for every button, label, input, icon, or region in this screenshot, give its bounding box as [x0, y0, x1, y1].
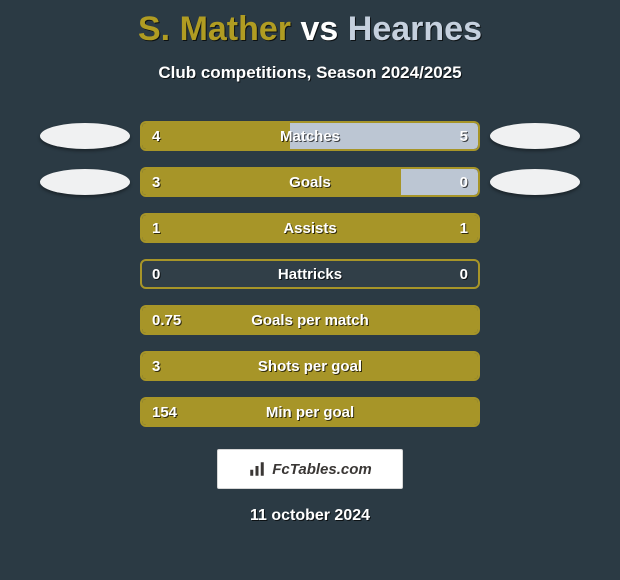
stat-row: 0.75 Goals per match — [0, 305, 620, 335]
stat-label: Goals per match — [251, 312, 369, 329]
stat-label: Assists — [283, 220, 336, 237]
stat-value-right: 5 — [460, 128, 468, 145]
right-badge-slot — [480, 123, 590, 149]
comparison-card: S. Mather vs Hearnes Club competitions, … — [0, 0, 620, 580]
stat-rows: 4 Matches 5 3 Goals 0 1 Assists 1 0 Hattricks 0 0.75… — [0, 121, 620, 427]
title-vs: vs — [301, 10, 339, 48]
stat-bar: 0 Hattricks 0 — [140, 259, 480, 289]
subtitle: Club competitions, Season 2024/2025 — [158, 63, 461, 83]
player2-name: Hearnes — [348, 10, 482, 48]
stat-row: 3 Goals 0 — [0, 167, 620, 197]
title: S. Mather vs Hearnes — [138, 10, 482, 49]
stat-row: 4 Matches 5 — [0, 121, 620, 151]
stat-label: Goals — [289, 174, 331, 191]
bar-chart-icon — [248, 460, 266, 478]
stat-bar: 154 Min per goal — [140, 397, 480, 427]
stat-value-left: 154 — [152, 404, 177, 421]
source-badge-text: FcTables.com — [272, 461, 371, 478]
player1-badge — [40, 123, 130, 149]
stat-value-left: 0 — [152, 266, 160, 283]
stat-value-left: 3 — [152, 174, 160, 191]
stat-bar: 0.75 Goals per match — [140, 305, 480, 335]
stat-value-left: 0.75 — [152, 312, 181, 329]
player2-badge — [490, 169, 580, 195]
left-badge-slot — [30, 169, 140, 195]
source-badge[interactable]: FcTables.com — [217, 449, 403, 489]
date-label: 11 october 2024 — [250, 507, 370, 525]
stat-value-right: 0 — [460, 174, 468, 191]
left-badge-slot — [30, 123, 140, 149]
stat-row: 3 Shots per goal — [0, 351, 620, 381]
player2-badge — [490, 123, 580, 149]
stat-label: Hattricks — [278, 266, 342, 283]
fill-left — [142, 169, 401, 195]
stat-label: Shots per goal — [258, 358, 362, 375]
stat-row: 0 Hattricks 0 — [0, 259, 620, 289]
stat-value-right: 0 — [460, 266, 468, 283]
stat-row: 154 Min per goal — [0, 397, 620, 427]
stat-value-left: 4 — [152, 128, 160, 145]
stat-row: 1 Assists 1 — [0, 213, 620, 243]
player1-badge — [40, 169, 130, 195]
stat-bar: 4 Matches 5 — [140, 121, 480, 151]
stat-label: Min per goal — [266, 404, 354, 421]
stat-bar: 3 Goals 0 — [140, 167, 480, 197]
stat-bar: 1 Assists 1 — [140, 213, 480, 243]
stat-value-right: 1 — [460, 220, 468, 237]
stat-value-left: 1 — [152, 220, 160, 237]
fill-left — [142, 123, 290, 149]
stat-value-left: 3 — [152, 358, 160, 375]
stat-bar: 3 Shots per goal — [140, 351, 480, 381]
right-badge-slot — [480, 169, 590, 195]
player1-name: S. Mather — [138, 10, 291, 48]
stat-label: Matches — [280, 128, 340, 145]
